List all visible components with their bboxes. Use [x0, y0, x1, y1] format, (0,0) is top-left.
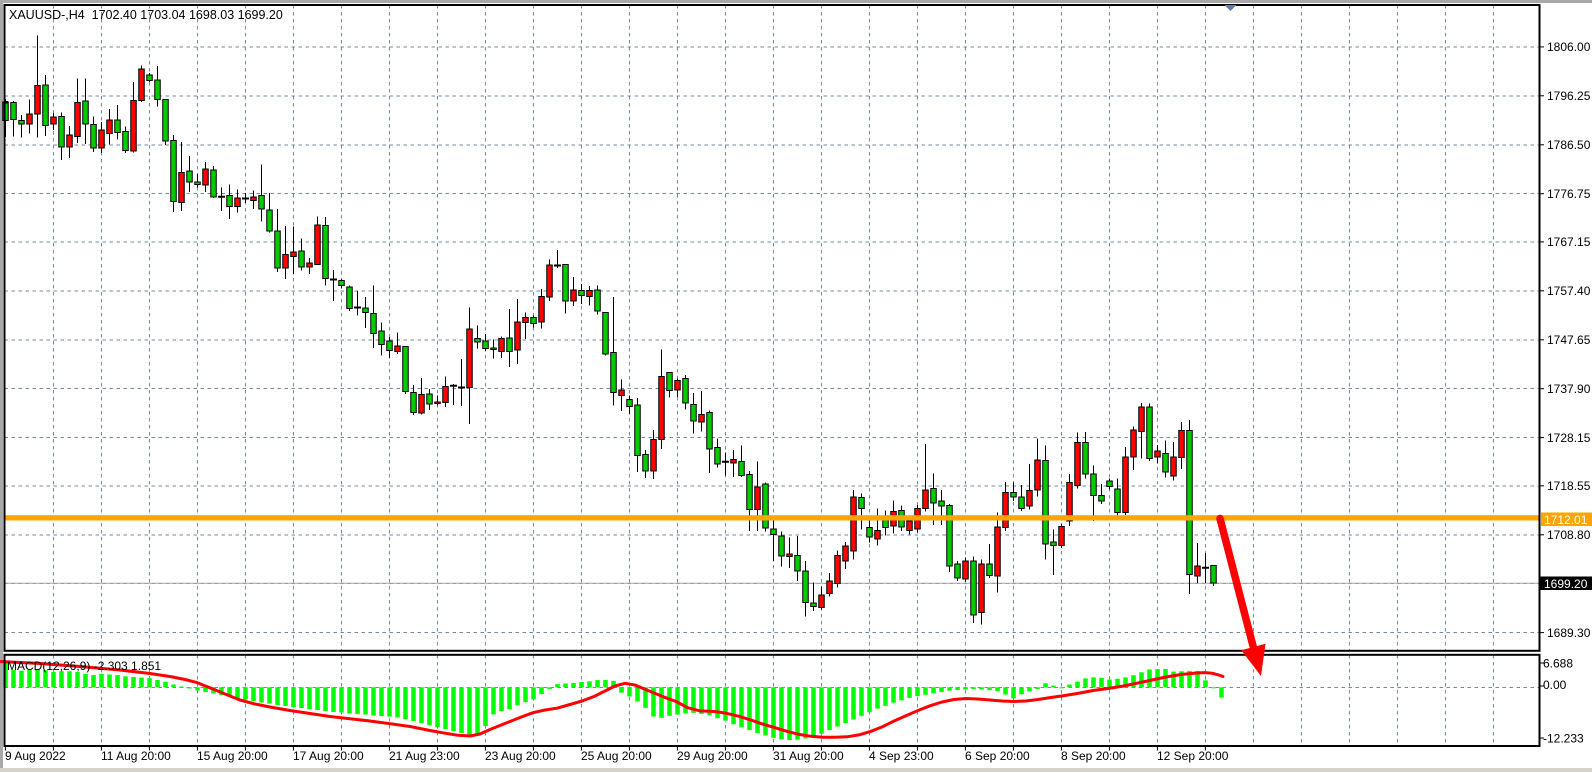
svg-text:1796.25: 1796.25	[1547, 89, 1591, 103]
svg-text:1737.90: 1737.90	[1547, 382, 1591, 396]
svg-text:11 Aug 20:00: 11 Aug 20:00	[101, 749, 171, 763]
svg-text:6 Sep 20:00: 6 Sep 20:00	[965, 749, 1030, 763]
svg-text:17 Aug 20:00: 17 Aug 20:00	[293, 749, 364, 763]
svg-text:4 Sep 23:00: 4 Sep 23:00	[869, 749, 934, 763]
svg-text:9 Aug 2022: 9 Aug 2022	[5, 749, 66, 763]
svg-text:31 Aug 20:00: 31 Aug 20:00	[773, 749, 844, 763]
svg-text:1699.20: 1699.20	[1544, 577, 1588, 591]
svg-text:21 Aug 23:00: 21 Aug 23:00	[389, 749, 460, 763]
svg-text:23 Aug 20:00: 23 Aug 20:00	[485, 749, 556, 763]
svg-text:1747.65: 1747.65	[1547, 333, 1591, 347]
svg-text:12 Sep 20:00: 12 Sep 20:00	[1157, 749, 1229, 763]
svg-text:1708.80: 1708.80	[1547, 528, 1591, 542]
svg-text:29 Aug 20:00: 29 Aug 20:00	[677, 749, 748, 763]
svg-text:1767.15: 1767.15	[1547, 235, 1591, 249]
svg-text:15 Aug 20:00: 15 Aug 20:00	[197, 749, 268, 763]
svg-text:1728.15: 1728.15	[1547, 431, 1591, 445]
svg-text:XAUUSD-,H4 1702.40 1703.04 16: XAUUSD-,H4 1702.40 1703.04 1698.03 1699.…	[9, 8, 283, 22]
svg-text:MACD(12,26,9) -2.303 1.851: MACD(12,26,9) -2.303 1.851	[7, 659, 161, 673]
svg-text:25 Aug 20:00: 25 Aug 20:00	[581, 749, 652, 763]
svg-text:1776.75: 1776.75	[1547, 187, 1591, 201]
svg-text:-12.233: -12.233	[1543, 731, 1584, 745]
svg-text:1757.40: 1757.40	[1547, 284, 1591, 298]
svg-text:6.688: 6.688	[1543, 656, 1573, 670]
svg-text:1786.50: 1786.50	[1547, 138, 1591, 152]
svg-text:1806.00: 1806.00	[1547, 40, 1591, 54]
svg-text:1689.30: 1689.30	[1547, 626, 1591, 640]
svg-text:0.00: 0.00	[1543, 678, 1567, 692]
svg-text:1718.55: 1718.55	[1547, 479, 1591, 493]
svg-text:8 Sep 20:00: 8 Sep 20:00	[1061, 749, 1126, 763]
svg-text:1712.01: 1712.01	[1544, 513, 1588, 527]
